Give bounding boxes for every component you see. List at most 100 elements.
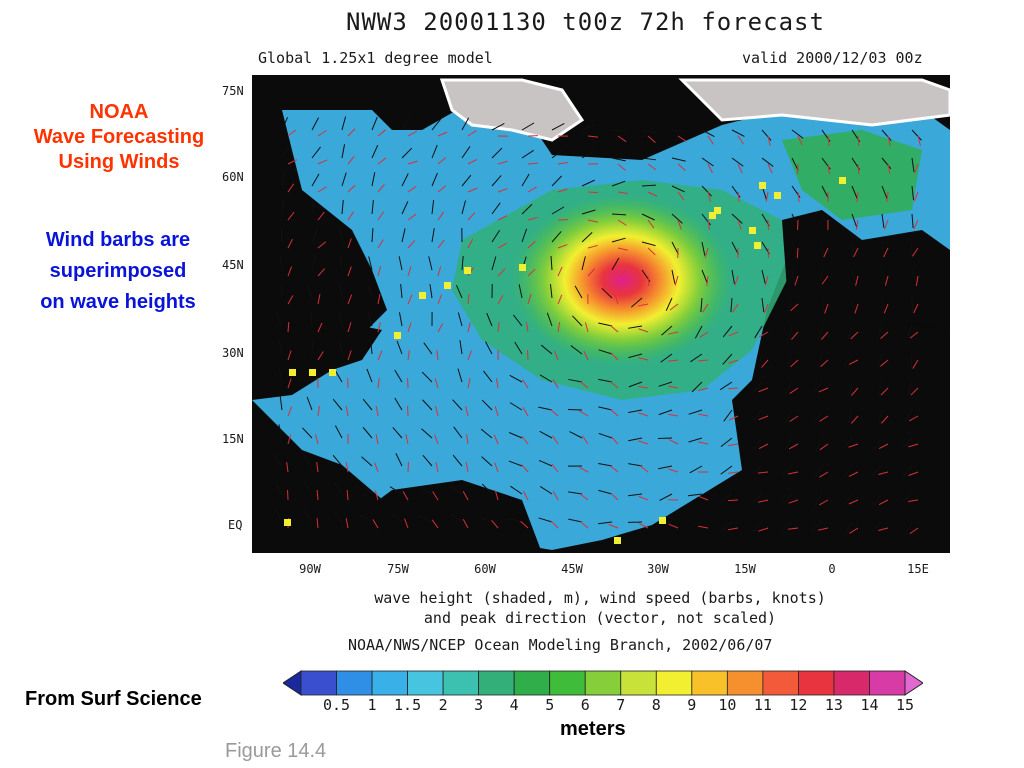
wind-barb <box>401 173 409 187</box>
wind-barb <box>539 374 553 383</box>
peak-direction-vector <box>732 303 739 313</box>
peak-direction-vector <box>316 462 319 473</box>
peak-direction-vector <box>886 191 889 202</box>
peak-direction-vector <box>317 351 324 361</box>
colorbar-tick-label: 0.5 <box>322 696 351 714</box>
wind-barb <box>304 369 313 383</box>
peak-direction-vector <box>707 219 711 230</box>
wind-barb <box>902 465 913 477</box>
peak-direction-vector <box>668 468 679 473</box>
peak-direction-vector <box>527 186 537 193</box>
peak-direction-vector <box>910 387 919 396</box>
wind-barb <box>821 241 824 257</box>
peak-direction-vector <box>287 266 293 277</box>
wind-barb <box>278 340 283 355</box>
peak-direction-vector <box>758 499 769 503</box>
wind-barb <box>551 175 563 187</box>
peak-direction-vector <box>287 129 297 137</box>
chart-title: NWW3 20001130 t00z 72h forecast <box>346 8 825 36</box>
wind-barb <box>911 269 918 284</box>
peak-direction-vector <box>527 162 539 165</box>
colorbar-cell <box>762 670 799 696</box>
wind-barb <box>819 269 823 284</box>
wind-barb <box>847 325 853 340</box>
buoy-marker <box>839 177 846 184</box>
peak-direction-vector <box>855 275 859 286</box>
peak-direction-vector <box>913 303 919 314</box>
peak-direction-vector <box>824 303 829 314</box>
wind-barb <box>665 297 673 311</box>
wind-barb <box>481 456 493 467</box>
colorbar-cell <box>407 670 444 696</box>
peak-direction-vector <box>857 135 860 147</box>
wind-barb <box>391 512 403 523</box>
wind-barb <box>334 425 343 439</box>
peak-direction-vector <box>855 219 859 230</box>
peak-direction-vector <box>880 415 889 424</box>
peak-direction-vector <box>374 490 379 501</box>
peak-direction-vector <box>878 443 889 449</box>
peak-direction-vector <box>347 238 352 249</box>
wind-barb <box>362 426 373 439</box>
peak-direction-vector <box>557 244 568 249</box>
peak-direction-vector <box>677 135 687 142</box>
wind-barbs <box>273 116 922 535</box>
wind-barb <box>761 297 765 312</box>
peak-direction-vector <box>908 443 919 448</box>
peak-direction-vector <box>462 490 469 501</box>
wind-barb <box>611 257 620 271</box>
lon-label-45w: 45W <box>561 562 583 576</box>
peak-direction-vector <box>850 415 859 424</box>
peak-direction-vector <box>638 386 649 389</box>
peak-direction-vector <box>437 323 444 333</box>
wind-barb <box>452 454 463 467</box>
wind-barb <box>311 173 320 187</box>
peak-direction-vector <box>647 247 656 256</box>
wind-barb <box>720 521 733 532</box>
buoy-marker <box>464 267 471 274</box>
peak-direction-vector <box>819 499 829 506</box>
wind-barb <box>700 297 703 312</box>
wind-barb <box>303 510 313 523</box>
peak-direction-vector <box>436 350 439 361</box>
wind-barb <box>366 368 373 383</box>
peak-direction-vector <box>763 303 769 314</box>
peak-direction-vector <box>407 266 412 277</box>
peak-direction-vector <box>617 219 627 226</box>
wind-barb <box>481 483 493 495</box>
peak-direction-vector <box>767 163 773 174</box>
peak-direction-vector <box>698 413 709 417</box>
wind-barb <box>791 269 796 284</box>
wind-barb <box>461 117 470 131</box>
peak-direction-vector <box>728 443 739 447</box>
wind-barb <box>598 322 613 327</box>
peak-direction-vector <box>638 440 649 445</box>
wind-barb <box>628 325 643 329</box>
wind-barb <box>491 175 502 187</box>
wind-barb <box>398 256 403 271</box>
north-america-land <box>252 110 387 400</box>
peak-direction-vector <box>878 499 889 506</box>
buoy-marker <box>759 182 766 189</box>
peak-direction-vector <box>495 378 499 389</box>
wind-barb <box>538 517 553 523</box>
buoy-marker <box>329 369 336 376</box>
peak-direction-vector <box>587 191 599 194</box>
peak-direction-vector <box>407 240 415 249</box>
peak-direction-vector <box>818 527 829 531</box>
wind-barb <box>310 312 313 327</box>
wind-barb <box>401 201 409 215</box>
peak-direction-vector <box>287 211 295 221</box>
wind-barb <box>671 157 686 162</box>
peak-direction-vector <box>609 465 619 473</box>
peak-direction-vector <box>608 523 619 529</box>
peak-direction-vector <box>610 492 619 501</box>
wind-barb <box>569 431 583 439</box>
peak-direction-vector <box>796 247 799 259</box>
wind-barb <box>720 465 733 475</box>
wind-barb <box>851 269 857 284</box>
colorbar-tick-label: 14 <box>860 696 879 714</box>
peak-direction-vector <box>638 523 649 529</box>
peak-direction-vector <box>880 331 889 339</box>
peak-direction-vector <box>887 135 891 146</box>
